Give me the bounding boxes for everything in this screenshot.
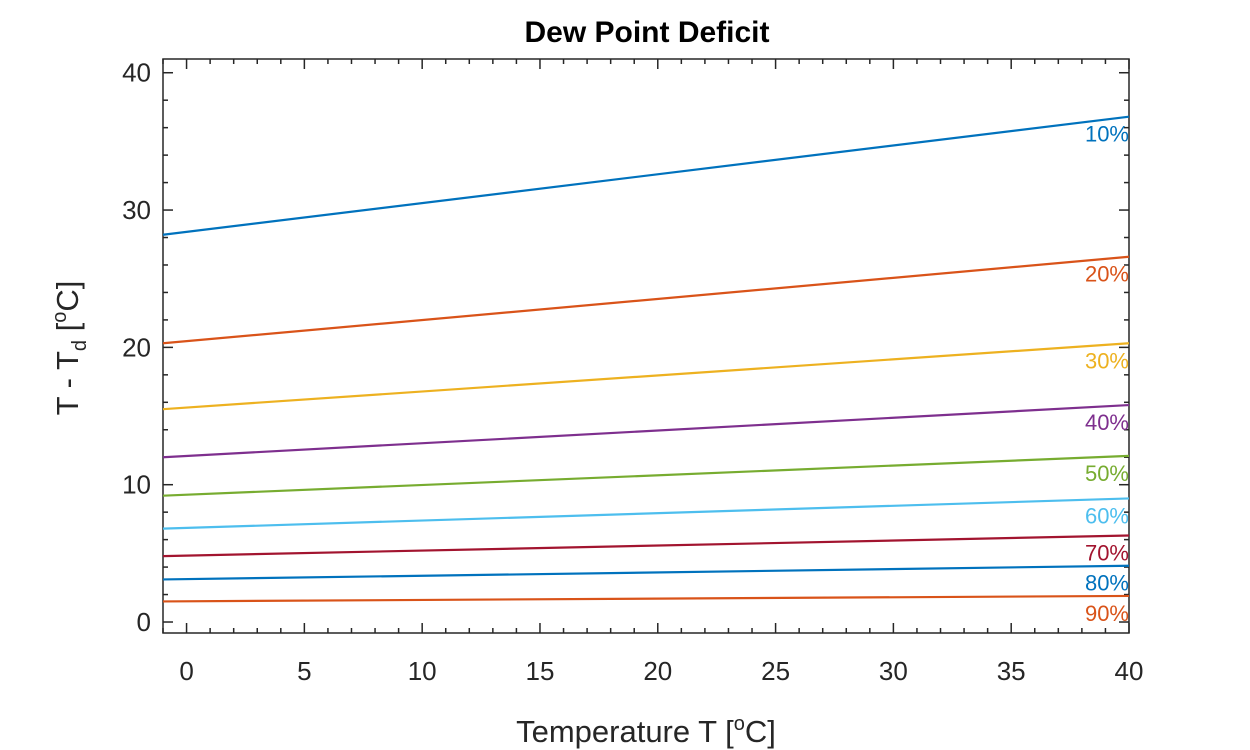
x-tick-label-2: 10 (408, 656, 437, 686)
y-tick-label-2: 20 (122, 332, 151, 362)
y-tick-label-3: 30 (122, 195, 151, 225)
x-axis-label-main: Temperature T [ (516, 714, 734, 749)
y-axis-label: T - Td [oC] (49, 281, 91, 416)
x-tick-label-8: 40 (1115, 656, 1144, 686)
x-tick-label-3: 15 (526, 656, 555, 686)
series-line-30-percent (162, 342, 1130, 411)
axes-box (162, 58, 1130, 634)
series-line-40-percent (162, 403, 1130, 459)
y-axis-label-superscript: o (49, 312, 71, 323)
x-axis-label-superscript: o (734, 713, 745, 735)
series-line-20-percent (162, 255, 1130, 345)
series-label-80-percent: 80% (1085, 571, 1129, 596)
series-label-60-percent: 60% (1085, 503, 1129, 528)
series-line-50-percent (162, 454, 1130, 497)
chart-title: Dew Point Deficit (524, 16, 769, 49)
series-label-40-percent: 40% (1085, 410, 1129, 435)
y-axis-label-end: C] (50, 281, 85, 312)
x-tick-label-1: 5 (297, 656, 311, 686)
x-tick-label-7: 35 (997, 656, 1026, 686)
plot-area: 0 5 10 15 20 25 30 35 40 0 10 20 30 40 10% 20% 30% 40% 50%… (122, 58, 1143, 686)
x-tick-label-4: 20 (643, 656, 672, 686)
x-axis-label-end: C] (745, 714, 776, 749)
series-label-90-percent: 90% (1085, 601, 1129, 626)
series-label-10-percent: 10% (1085, 122, 1129, 147)
series-label-20-percent: 20% (1085, 262, 1129, 287)
x-tick-label-5: 25 (761, 656, 790, 686)
series-line-60-percent (162, 497, 1130, 530)
y-axis-label-middle: [ (50, 322, 85, 340)
series-label-30-percent: 30% (1085, 348, 1129, 373)
series-line-90-percent (162, 594, 1130, 603)
series-line-10-percent (162, 115, 1130, 236)
series-label-50-percent: 50% (1085, 461, 1129, 486)
y-tick-label-0: 0 (137, 607, 151, 637)
y-tick-label-4: 40 (122, 58, 151, 88)
y-axis-label-subscript: d (69, 340, 91, 351)
y-axis-label-main: T - T (50, 351, 85, 415)
series-line-70-percent (162, 534, 1130, 558)
x-axis-label: Temperature T [oC] (516, 713, 776, 749)
series-label-70-percent: 70% (1085, 541, 1129, 566)
series-line-80-percent (162, 564, 1130, 581)
x-tick-label-6: 30 (879, 656, 908, 686)
y-tick-label-1: 10 (122, 470, 151, 500)
x-tick-label-0: 0 (179, 656, 193, 686)
